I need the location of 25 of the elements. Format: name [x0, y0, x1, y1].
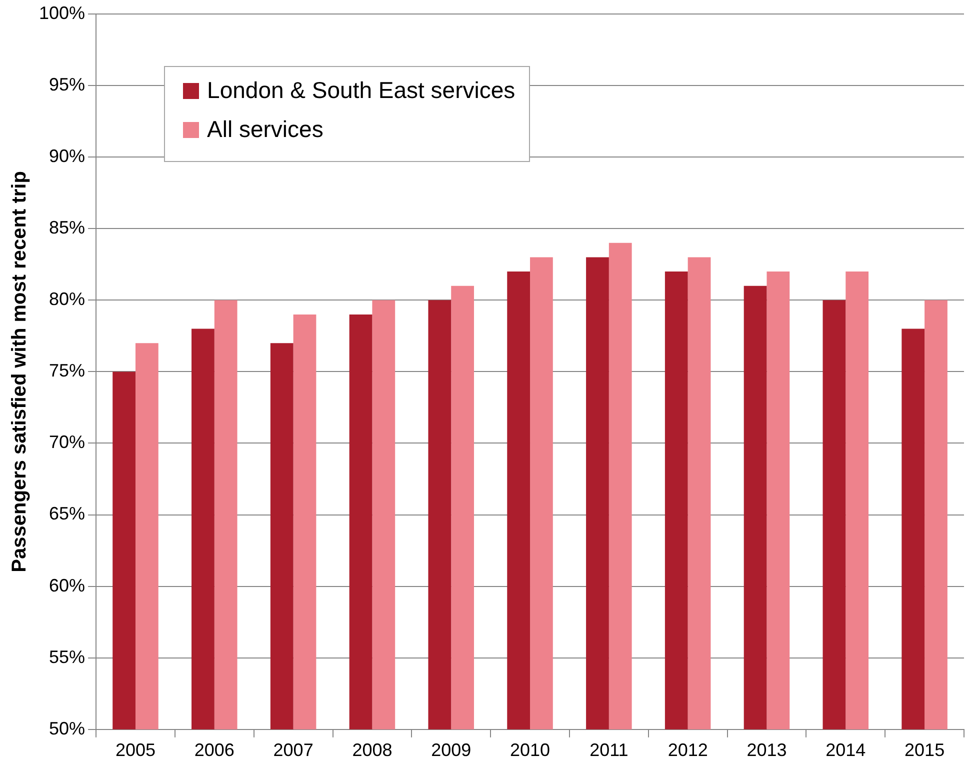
y-tick-label: 55% — [49, 646, 86, 667]
y-tick-label: 90% — [49, 146, 86, 166]
y-tick-label: 50% — [49, 718, 86, 738]
y-tick-label: 80% — [49, 289, 86, 310]
y-tick-label: 75% — [49, 360, 86, 381]
y-tick-label: 85% — [49, 218, 86, 238]
x-tick-label: 2011 — [590, 740, 628, 760]
y-tick-label: 70% — [49, 432, 86, 452]
x-tick-label: 2014 — [826, 740, 866, 760]
y-tick-label: 65% — [49, 504, 86, 524]
x-tick-label: 2010 — [510, 740, 550, 760]
x-tick-label: 2008 — [352, 740, 392, 760]
x-tick-label: 2005 — [115, 740, 156, 760]
y-tick-label: 100% — [38, 2, 86, 23]
x-tick-label: 2007 — [273, 740, 314, 760]
x-tick-label: 2006 — [194, 740, 234, 760]
y-axis-title: Passengers satisfied with most recent trip — [8, 171, 31, 572]
legend-label: London & South East services — [207, 77, 516, 104]
x-tick-label: 2015 — [904, 740, 945, 760]
y-tick-label: 95% — [49, 74, 86, 95]
y-tick-label: 60% — [49, 575, 86, 596]
x-tick-label: 2012 — [668, 740, 708, 760]
legend-label: All services — [207, 116, 324, 143]
x-tick-label: 2009 — [431, 740, 472, 760]
x-tick-label: 2013 — [746, 740, 787, 760]
